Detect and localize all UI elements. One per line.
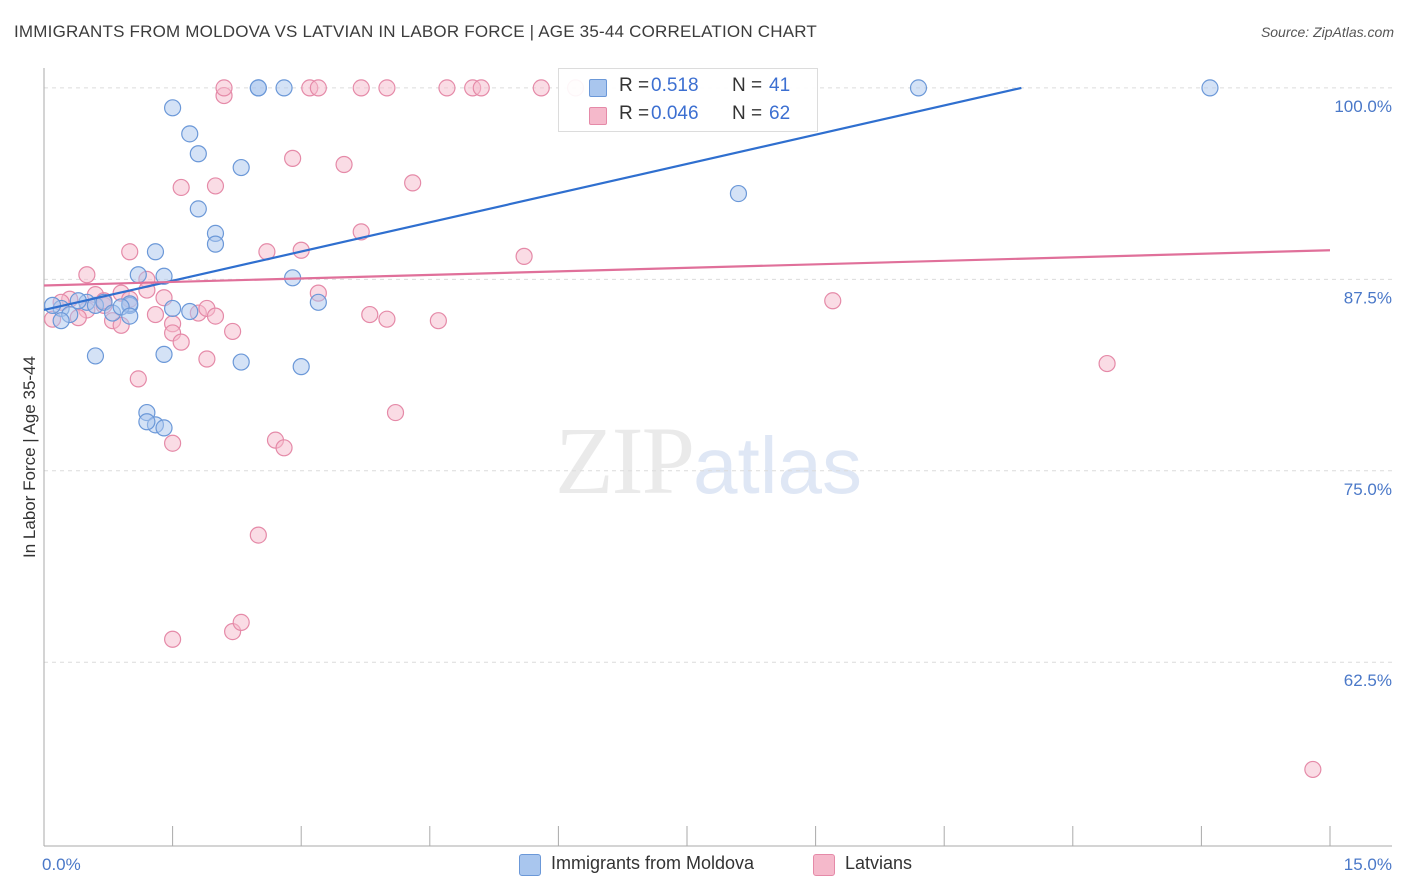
moldova-point — [206, 235, 225, 253]
latvians-point — [275, 439, 293, 457]
legend-r-value: 0.046 — [651, 103, 699, 124]
latvians-point — [249, 526, 267, 544]
legend-n-label: N = — [732, 103, 763, 124]
latvians-point — [215, 79, 233, 97]
latvians-trend-line — [43, 249, 1331, 287]
axes — [43, 68, 1392, 847]
x-tick-label: 0.0% — [42, 855, 81, 874]
latvians-point — [172, 178, 190, 197]
y-tick-label: 87.5% — [1344, 288, 1392, 307]
latvians-point — [378, 79, 396, 97]
moldova-point — [189, 200, 207, 218]
latvians-point — [232, 613, 250, 632]
moldova-point — [164, 299, 182, 318]
latvians-point — [78, 266, 96, 284]
latvians-point — [386, 403, 405, 422]
latvians-point — [532, 79, 550, 97]
watermark: ZIPatlas — [555, 405, 862, 516]
moldova-point — [155, 419, 173, 437]
source-credit: Source: ZipAtlas.com — [1260, 24, 1394, 40]
moldova-point — [232, 158, 250, 177]
legend-swatch-pink — [589, 107, 607, 125]
watermark-atlas: atlas — [693, 421, 862, 510]
latvians-point — [164, 630, 182, 648]
moldova-point — [181, 125, 199, 143]
moldova-trend-line — [43, 86, 1022, 312]
moldova-point — [1201, 79, 1219, 97]
moldova-points — [43, 79, 1219, 437]
y-tick-label: 62.5% — [1344, 671, 1392, 690]
moldova-point — [189, 145, 207, 163]
latvians-point — [164, 434, 182, 452]
latvians-point — [309, 79, 327, 97]
moldova-point — [43, 296, 62, 314]
chart-title: IMMIGRANTS FROM MOLDOVA VS LATVIAN IN LA… — [14, 22, 817, 41]
moldova-point — [164, 99, 182, 117]
moldova-point — [155, 267, 173, 285]
series-label-moldova: Immigrants from Moldova — [551, 853, 755, 873]
legend-row-latvians: R = 0.046 N = 62 — [559, 101, 817, 129]
legend-n-value: 62 — [769, 103, 791, 124]
series-swatch-pink — [813, 854, 835, 876]
latvians-point — [335, 155, 353, 174]
moldova-point — [155, 345, 173, 363]
legend-swatch-blue — [589, 79, 607, 97]
watermark-zip: ZIP — [555, 407, 695, 514]
correlation-legend: R = 0.518 N = 41 R = 0.046 N = 62 — [558, 68, 818, 132]
latvians-point — [129, 370, 147, 388]
moldova-point — [275, 79, 293, 97]
legend-n-value: 41 — [769, 75, 791, 96]
legend-n-label: N = — [732, 75, 763, 96]
y-tick-label: 100.0% — [1334, 97, 1392, 116]
x-tick-label: 15.0% — [1344, 855, 1392, 874]
moldova-point — [729, 184, 748, 203]
latvians-point — [438, 79, 456, 97]
legend-row-moldova: R = 0.518 N = 41 — [559, 73, 817, 101]
tick-labels: 100.0% 87.5% 75.0% 62.5% 0.0% 15.0% In Labor F… — [20, 97, 1392, 874]
latvians-point — [472, 79, 490, 97]
moldova-point — [138, 413, 156, 431]
trend-lines — [43, 86, 1331, 312]
latvians-point — [824, 292, 842, 310]
series-legend: Immigrants from Moldova Latvians — [0, 852, 1406, 878]
latvians-point — [429, 312, 447, 330]
y-axis-label: In Labor Force | Age 35-44 — [20, 356, 39, 558]
latvians-point — [121, 243, 139, 261]
moldova-point — [146, 243, 165, 261]
latvians-point — [206, 177, 225, 195]
latvians-point — [1304, 760, 1322, 779]
moldova-point — [909, 79, 928, 97]
latvians-point — [224, 322, 242, 341]
moldova-point — [292, 358, 310, 376]
series-swatch-blue — [519, 854, 541, 876]
latvians-point — [284, 149, 302, 167]
legend-r-label: R = — [619, 75, 650, 96]
latvians-point — [404, 174, 422, 192]
legend-r-value: 0.518 — [651, 75, 699, 96]
latvians-point — [198, 350, 216, 368]
latvians-point — [172, 333, 190, 351]
y-tick-label: 75.0% — [1344, 480, 1392, 499]
moldova-point — [121, 307, 139, 325]
latvians-point — [361, 305, 379, 324]
moldova-point — [129, 266, 147, 284]
moldova-point — [181, 302, 199, 321]
latvians-point — [515, 247, 533, 265]
moldova-point — [309, 293, 327, 311]
latvians-point — [378, 310, 396, 328]
moldova-point — [249, 79, 267, 97]
latvians-point — [352, 79, 370, 97]
latvians-points — [43, 79, 1322, 779]
moldova-point — [86, 347, 105, 365]
legend-r-label: R = — [619, 103, 650, 124]
latvians-point — [146, 305, 165, 324]
moldova-point — [52, 312, 70, 330]
moldova-point — [232, 353, 250, 371]
series-label-latvians: Latvians — [845, 853, 913, 873]
latvians-point — [1098, 354, 1116, 373]
latvians-point — [206, 307, 225, 325]
